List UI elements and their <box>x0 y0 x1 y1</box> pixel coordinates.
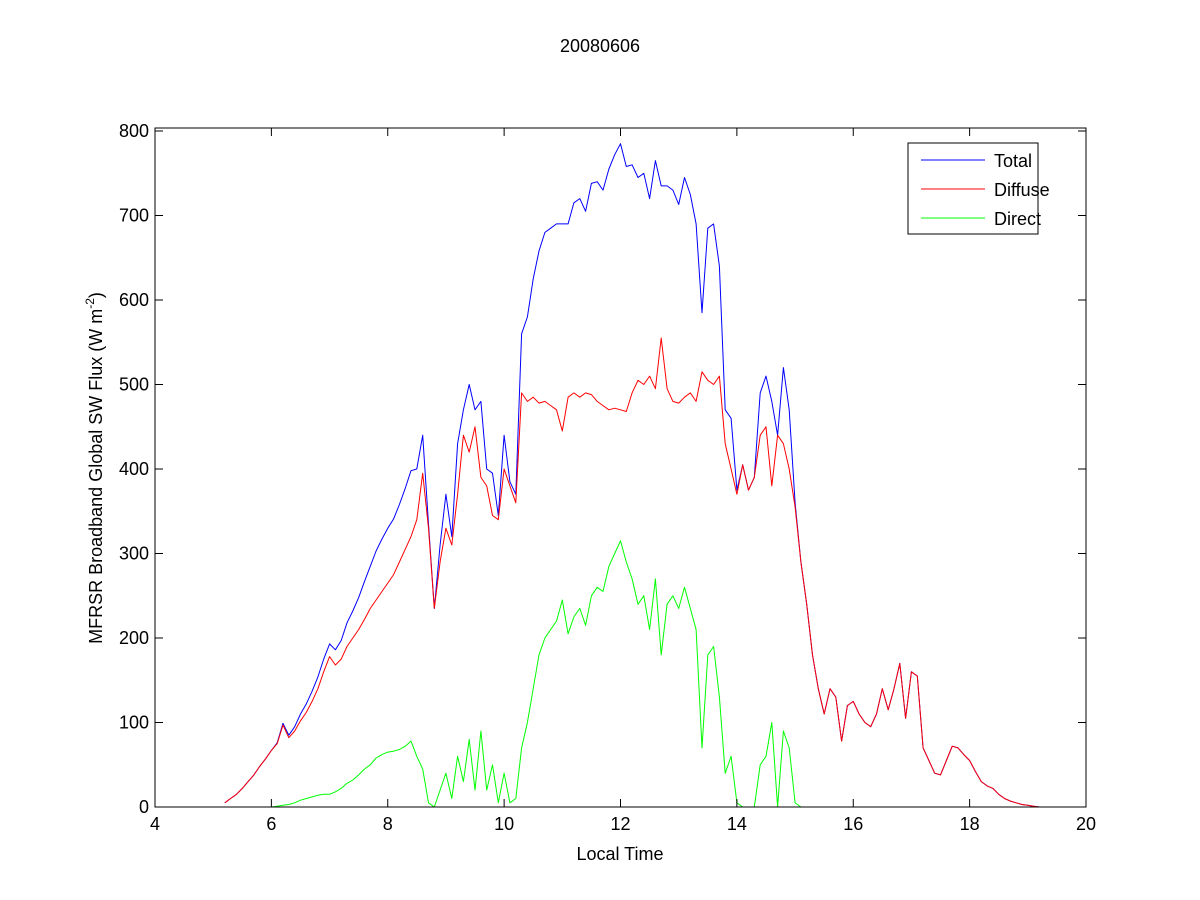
y-tick-label: 500 <box>119 375 149 395</box>
y-tick-label: 600 <box>119 290 149 310</box>
legend-label-total: Total <box>994 151 1032 171</box>
series-line-diffuse <box>224 337 1040 808</box>
x-tick-label: 14 <box>727 814 747 834</box>
y-tick-label: 800 <box>119 121 149 141</box>
y-tick-label: 100 <box>119 713 149 733</box>
x-tick-label: 4 <box>150 814 160 834</box>
x-axis-label: Local Time <box>576 844 663 864</box>
y-tick-label: 200 <box>119 628 149 648</box>
x-tick-label: 18 <box>960 814 980 834</box>
legend-label-direct: Direct <box>994 209 1041 229</box>
x-tick-label: 10 <box>494 814 514 834</box>
y-tick-label: 0 <box>139 797 149 817</box>
y-tick-label: 300 <box>119 544 149 564</box>
y-axis-label-suffix: ) <box>86 292 106 298</box>
x-tick-label: 8 <box>383 814 393 834</box>
y-tick-label: 400 <box>119 459 149 479</box>
legend: Total Diffuse Direct <box>907 142 1050 235</box>
y-axis-label: MFRSR Broadband Global SW Flux (W m-2) <box>83 292 106 644</box>
x-tick-label: 20 <box>1076 814 1096 834</box>
y-axis-label-main: MFRSR Broadband Global SW Flux (W m <box>86 309 106 644</box>
x-tick-label: 16 <box>843 814 863 834</box>
y-axis-label-superscript: -2 <box>83 298 97 309</box>
x-tick-label: 6 <box>266 814 276 834</box>
legend-label-diffuse: Diffuse <box>994 180 1050 200</box>
x-tick-label: 12 <box>610 814 630 834</box>
y-tick-label: 700 <box>119 206 149 226</box>
chart-title: 20080606 <box>560 36 640 56</box>
